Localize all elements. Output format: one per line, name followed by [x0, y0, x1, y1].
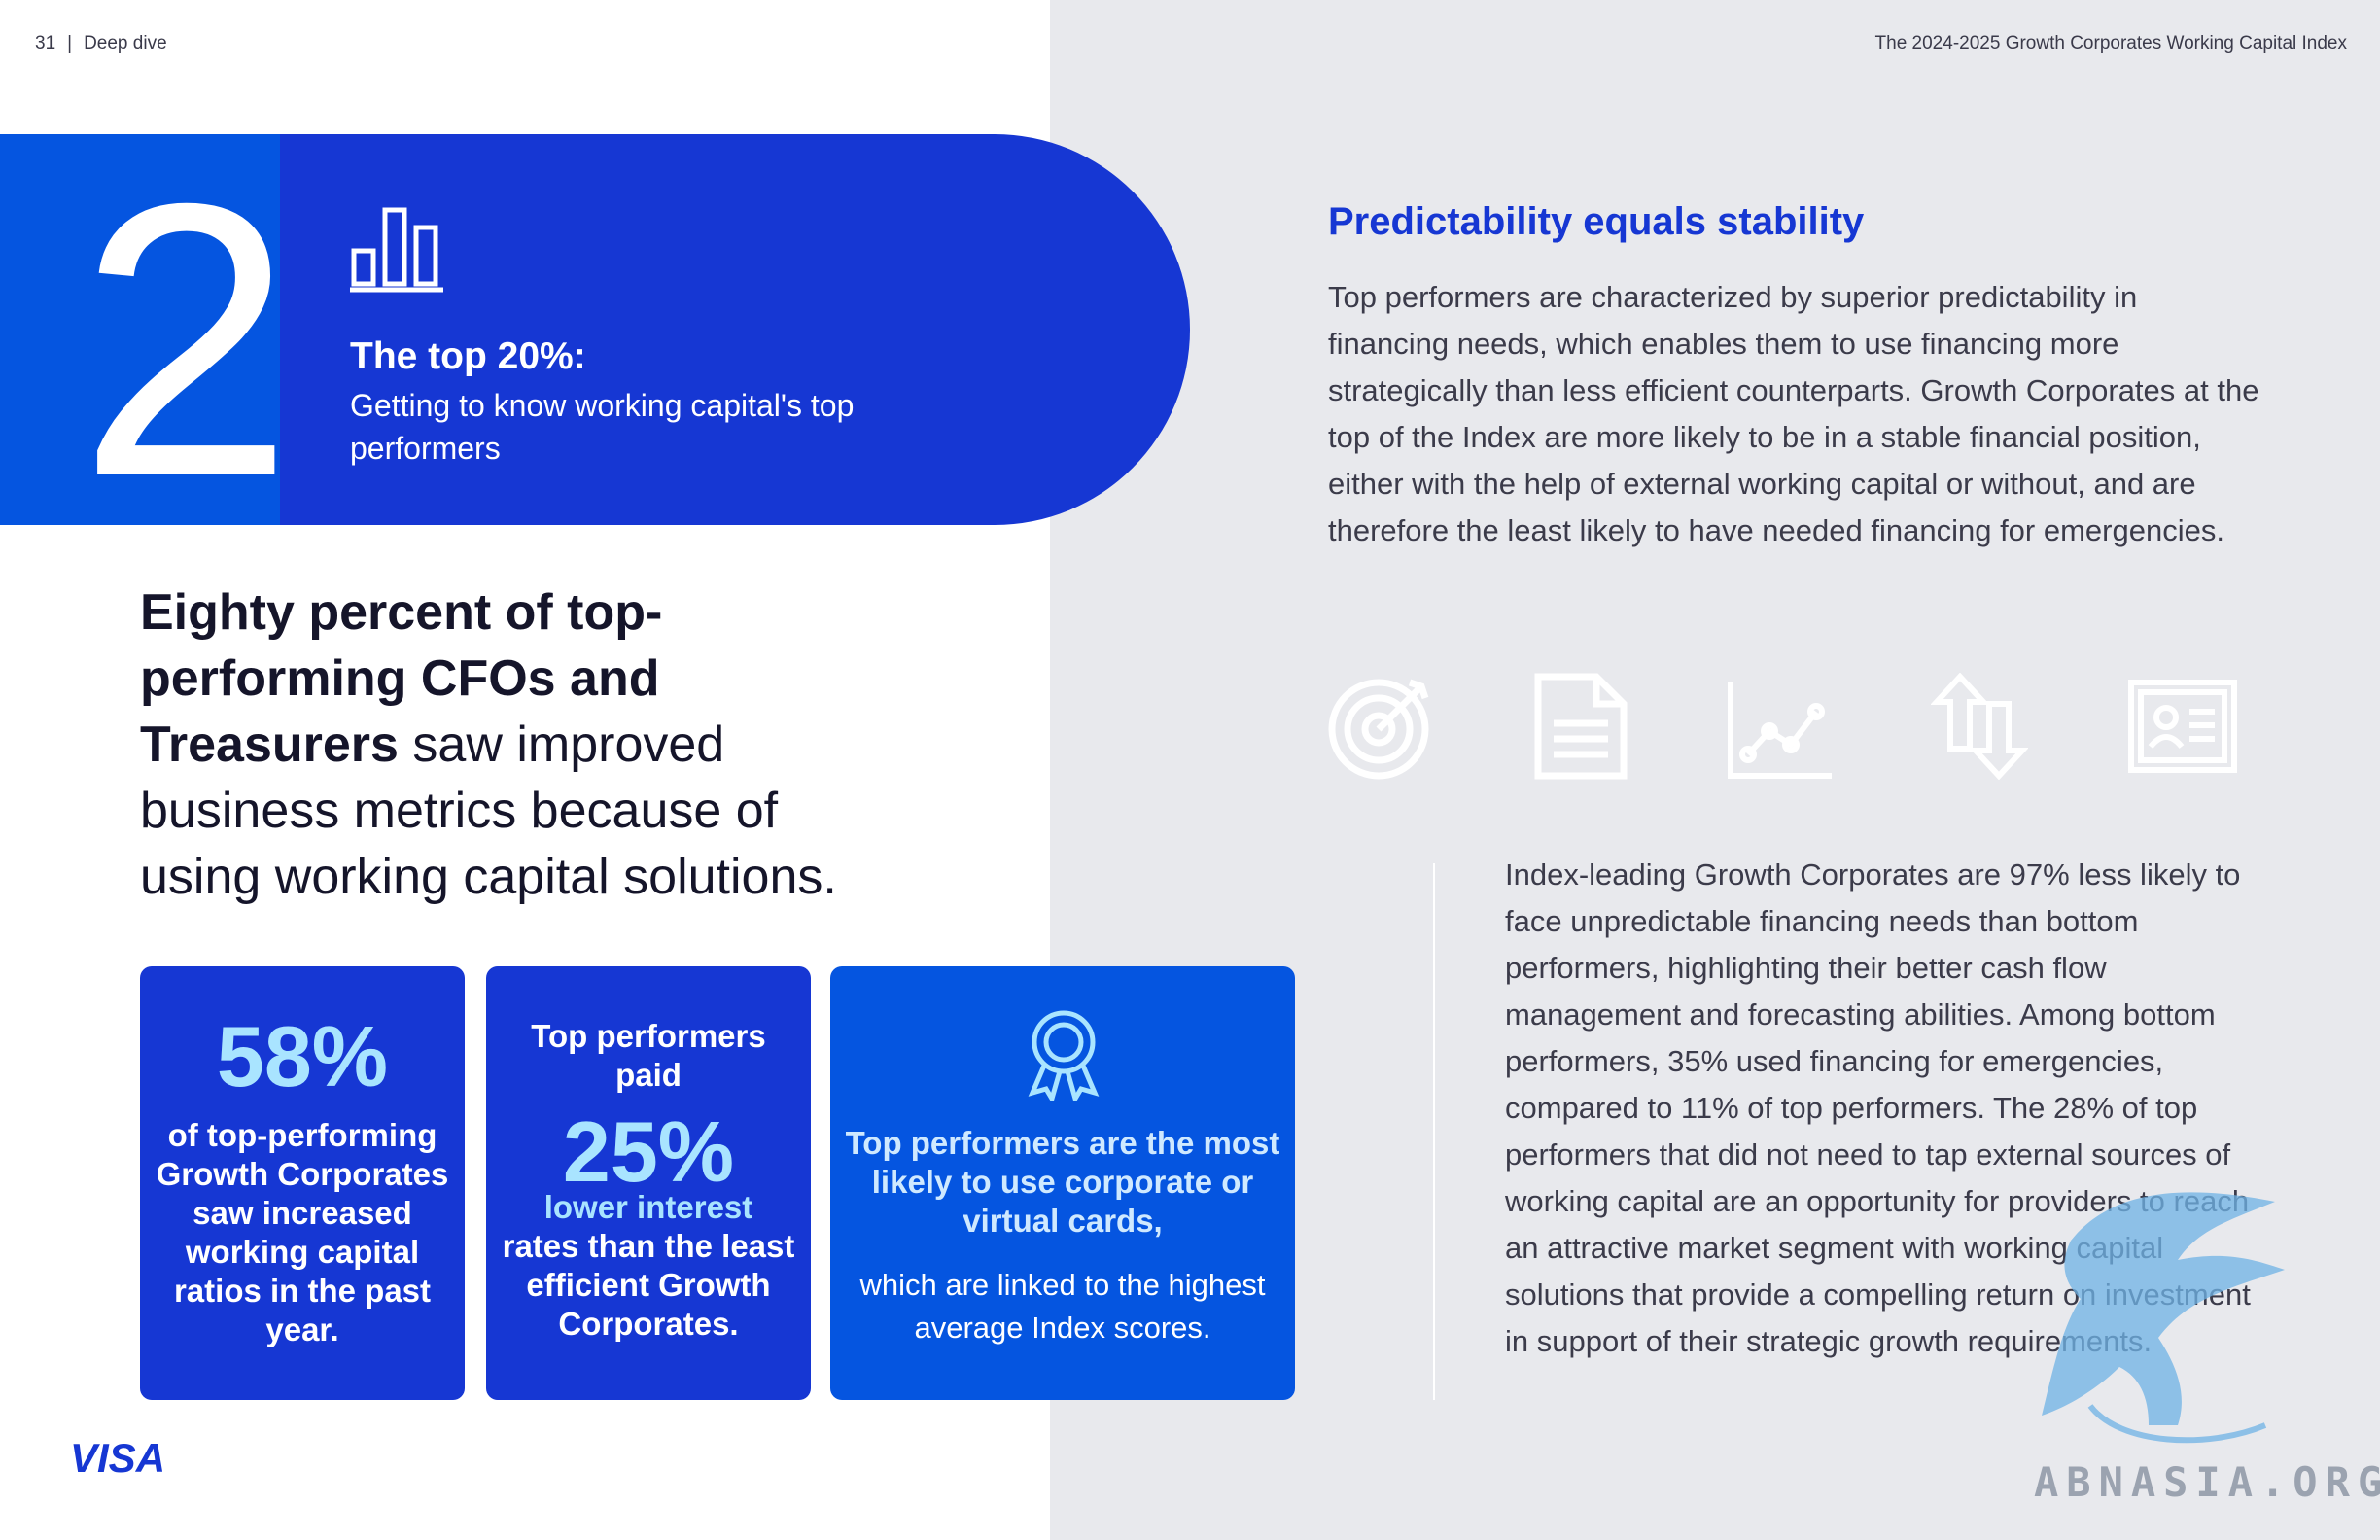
statement-regular: saw improved business metrics because of…: [140, 717, 837, 905]
hero-banner: [280, 134, 1190, 525]
stat-highlight: lower interest: [543, 1189, 753, 1225]
document-icon: [1532, 673, 1629, 785]
stat-description: lower interest rates than the least effi…: [496, 1188, 801, 1344]
stat-description: of top-performing Growth Corporates saw …: [156, 1117, 449, 1348]
intro-paragraph: Top performers are characterized by supe…: [1328, 280, 2259, 547]
icon-row: [1328, 672, 2242, 781]
stat-description: which are linked to the highest average …: [859, 1268, 1266, 1345]
stat-value: 25%: [562, 1103, 735, 1200]
key-statement: Eighty percent of top-performing CFOs an…: [140, 579, 879, 910]
stat-highlight: Top performers are the most likely to us…: [845, 1125, 1280, 1239]
stat-value: 58%: [216, 1008, 389, 1104]
certificate-icon: [2127, 673, 2238, 785]
line-chart-icon: [1727, 673, 1834, 785]
stat-card-58: 58% of top-performing Growth Corporates …: [140, 966, 465, 1400]
stat-card-cards: Top performers are the most likely to us…: [830, 966, 1295, 1400]
watermark-text: ABNASIA.ORG: [2034, 1458, 2380, 1506]
hero-square: [0, 134, 282, 525]
section-heading: Predictability equals stability: [1328, 200, 1865, 243]
stat-description-rest: rates than the least efficient Growth Co…: [502, 1228, 795, 1342]
logo-text: VISA: [70, 1437, 165, 1476]
bar-chart-icon: [350, 204, 443, 298]
stat-lead: Top performers paid: [531, 1018, 766, 1093]
stat-card-25: Top performers paid 25% lower interest r…: [486, 966, 811, 1400]
statement-bold: Eighty percent of top-performing CFOs an…: [140, 584, 663, 773]
hero-title: The top 20%:: [350, 335, 586, 377]
divider: [1433, 863, 1435, 1400]
target-icon: [1328, 673, 1435, 785]
page-number: 31: [35, 33, 56, 53]
section-number: 2: [78, 122, 294, 557]
exchange-arrows-icon: [1930, 672, 2029, 785]
section-label: Deep dive: [84, 33, 167, 53]
report-title: The 2024-2025 Growth Corporates Working …: [1874, 33, 2347, 53]
visa-logo: VISA: [70, 1435, 179, 1481]
page-header-left: 31 | Deep dive: [35, 33, 167, 54]
header-separator: |: [67, 33, 73, 53]
hero-subtitle: Getting to know working capital's top pe…: [350, 388, 855, 466]
award-ribbon-icon: [1023, 1007, 1104, 1105]
watermark-emblem: [2032, 1182, 2285, 1459]
